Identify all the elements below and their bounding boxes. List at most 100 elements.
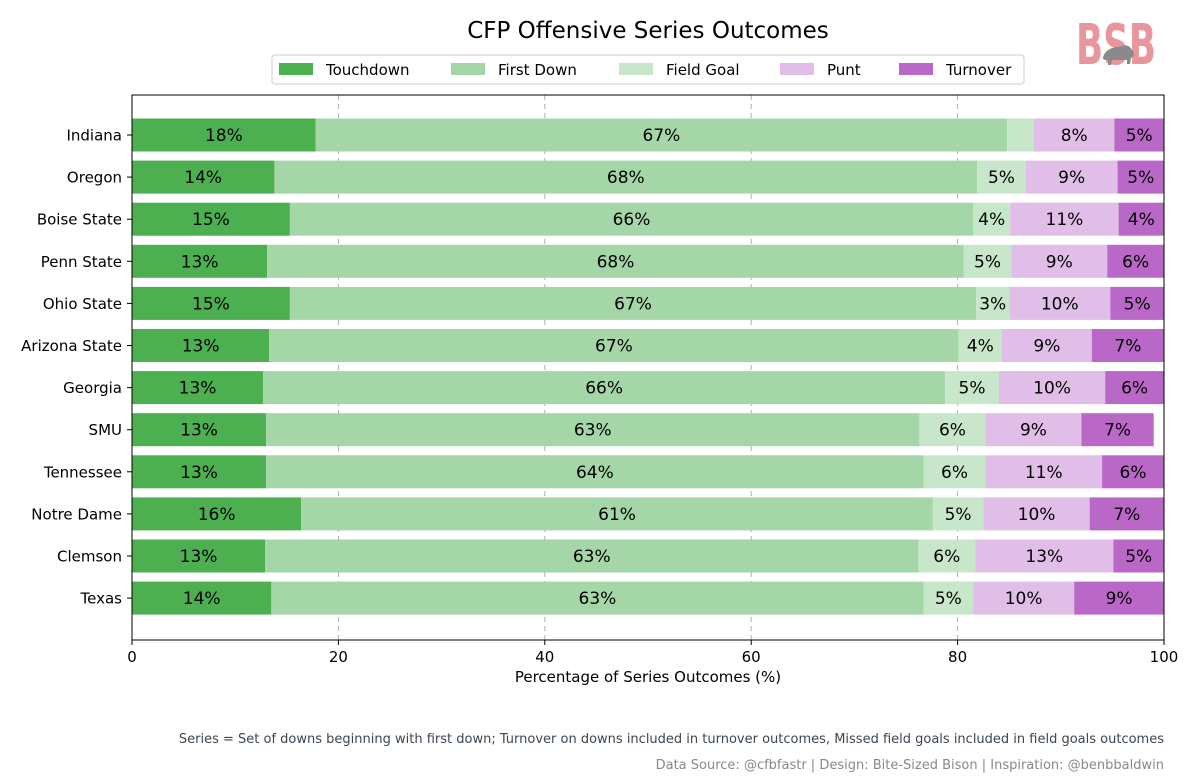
bar-label-arizona-state-punt: 9% bbox=[1033, 337, 1060, 357]
bar-label-oregon-punt: 9% bbox=[1058, 168, 1085, 188]
bar-label-tennessee-field-goal: 6% bbox=[941, 463, 968, 483]
y-tick-label-notre-dame: Notre Dame bbox=[31, 505, 122, 523]
x-tick-label-60: 60 bbox=[742, 648, 761, 666]
y-tick-label-clemson: Clemson bbox=[57, 548, 122, 566]
bar-clemson-touchdown bbox=[132, 539, 266, 573]
chart-title: CFP Offensive Series Outcomes bbox=[467, 18, 829, 44]
bar-label-ohio-state-touchdown: 15% bbox=[192, 294, 230, 314]
x-tick-label-20: 20 bbox=[329, 648, 348, 666]
bar-label-smu-first-down: 63% bbox=[574, 421, 612, 441]
bar-smu-turnover bbox=[1081, 413, 1154, 447]
bar-boise-state-field-goal bbox=[973, 202, 1011, 236]
bar-smu-punt bbox=[985, 413, 1082, 447]
bar-label-arizona-state-turnover: 7% bbox=[1114, 337, 1141, 357]
bar-label-boise-state-turnover: 4% bbox=[1128, 210, 1155, 230]
bar-clemson-field-goal bbox=[918, 539, 976, 573]
bar-label-indiana-turnover: 5% bbox=[1126, 126, 1153, 146]
legend-label-first-down: First Down bbox=[498, 61, 577, 79]
bar-indiana-field-goal bbox=[1007, 118, 1034, 152]
bar-texas-first-down bbox=[271, 581, 924, 615]
y-tick-label-tennessee: Tennessee bbox=[43, 463, 122, 481]
logo-text: BSB bbox=[1076, 13, 1156, 78]
plot-frame bbox=[131, 94, 1165, 641]
bar-label-penn-state-field-goal: 5% bbox=[974, 252, 1001, 272]
bar-label-georgia-field-goal: 5% bbox=[959, 379, 986, 399]
bar-indiana-turnover bbox=[1114, 118, 1164, 152]
bar-tennessee-field-goal bbox=[923, 455, 986, 489]
bar-clemson-first-down bbox=[265, 539, 919, 573]
bison-icon bbox=[1103, 45, 1134, 65]
bar-label-texas-field-goal: 5% bbox=[935, 589, 962, 609]
bar-oregon-punt bbox=[1025, 160, 1118, 194]
legend-swatch-field-goal bbox=[619, 63, 653, 75]
bar-arizona-state-touchdown bbox=[132, 329, 270, 362]
bar-arizona-state-first-down bbox=[269, 329, 959, 362]
bar-label-clemson-field-goal: 6% bbox=[933, 547, 960, 567]
bar-label-tennessee-touchdown: 13% bbox=[180, 463, 218, 483]
bar-clemson-punt bbox=[975, 539, 1114, 573]
legend-swatch-punt bbox=[780, 63, 814, 75]
x-tick-labels: 0 20 40 60 80 100 bbox=[127, 640, 1178, 666]
y-tick-label-penn-state: Penn State bbox=[41, 253, 122, 271]
bar-notre-dame-touchdown bbox=[132, 497, 302, 531]
bar-label-georgia-turnover: 6% bbox=[1121, 379, 1148, 399]
bar-label-penn-state-touchdown: 13% bbox=[181, 252, 219, 272]
legend-label-field-goal: Field Goal bbox=[666, 61, 740, 79]
bar-labels: 18% 67% 8% 5% 14% 68% 5% 9% 5% 15% 66% 4% 11% 4% 13% 68… bbox=[179, 126, 1155, 609]
bar-label-clemson-touchdown: 13% bbox=[180, 547, 218, 567]
source-credit: Data Source: @cfbfastr | Design: Bite-Si… bbox=[655, 758, 1164, 773]
bar-label-indiana-touchdown: 18% bbox=[205, 126, 243, 146]
legend-label-touchdown: Touchdown bbox=[325, 61, 410, 79]
y-tick-label-arizona-state: Arizona State bbox=[21, 337, 122, 355]
bar-georgia-punt bbox=[998, 371, 1106, 405]
legend-swatch-turnover bbox=[899, 63, 933, 75]
bar-georgia-first-down bbox=[263, 371, 946, 405]
bar-oregon-touchdown bbox=[132, 160, 275, 194]
bar-label-arizona-state-field-goal: 4% bbox=[967, 337, 994, 357]
bar-label-georgia-first-down: 66% bbox=[585, 379, 623, 399]
legend: Touchdown First Down Field Goal Punt Turnove… bbox=[271, 54, 1025, 85]
y-tick-label-ohio-state: Ohio State bbox=[43, 295, 122, 313]
bar-tennessee-turnover bbox=[1102, 455, 1164, 489]
legend-swatch-touchdown bbox=[279, 63, 313, 75]
bar-boise-state-first-down bbox=[289, 202, 974, 236]
bar-label-texas-turnover: 9% bbox=[1106, 589, 1133, 609]
bar-notre-dame-first-down bbox=[301, 497, 933, 531]
bar-penn-state-field-goal bbox=[963, 244, 1012, 278]
bar-label-oregon-turnover: 5% bbox=[1127, 168, 1154, 188]
bar-label-oregon-touchdown: 14% bbox=[184, 168, 222, 188]
bar-smu-first-down bbox=[266, 413, 920, 447]
bar-label-notre-dame-turnover: 7% bbox=[1113, 505, 1140, 525]
bar-notre-dame-turnover bbox=[1089, 497, 1164, 531]
legend-label-punt: Punt bbox=[827, 61, 861, 79]
bar-oregon-turnover bbox=[1117, 160, 1164, 194]
bar-texas-turnover bbox=[1074, 581, 1164, 615]
x-tick-label-0: 0 bbox=[127, 648, 137, 666]
bar-indiana-punt bbox=[1033, 118, 1115, 152]
bar-label-texas-first-down: 63% bbox=[579, 589, 617, 609]
bar-label-arizona-state-touchdown: 13% bbox=[182, 337, 220, 357]
y-tick-label-oregon: Oregon bbox=[67, 169, 122, 187]
bar-boise-state-turnover bbox=[1118, 202, 1164, 236]
bar-label-boise-state-field-goal: 4% bbox=[978, 210, 1005, 230]
bar-label-tennessee-turnover: 6% bbox=[1120, 463, 1147, 483]
bar-tennessee-punt bbox=[985, 455, 1103, 489]
bar-segments bbox=[132, 118, 1164, 615]
bar-label-penn-state-turnover: 6% bbox=[1122, 252, 1149, 272]
bar-texas-punt bbox=[973, 581, 1075, 615]
bar-arizona-state-turnover bbox=[1091, 329, 1164, 362]
bar-label-clemson-first-down: 63% bbox=[573, 547, 611, 567]
bar-label-arizona-state-first-down: 67% bbox=[595, 337, 633, 357]
bar-label-oregon-field-goal: 5% bbox=[988, 168, 1015, 188]
y-tick-label-texas: Texas bbox=[80, 590, 123, 608]
bar-label-georgia-touchdown: 13% bbox=[179, 379, 217, 399]
bar-ohio-state-field-goal bbox=[976, 286, 1010, 320]
bar-label-ohio-state-turnover: 5% bbox=[1124, 294, 1151, 314]
bar-label-georgia-punt: 10% bbox=[1033, 379, 1071, 399]
bar-georgia-turnover bbox=[1105, 371, 1164, 405]
bar-label-boise-state-touchdown: 15% bbox=[192, 210, 230, 230]
bar-label-oregon-first-down: 68% bbox=[607, 168, 645, 188]
bar-ohio-state-first-down bbox=[289, 286, 977, 320]
bar-label-texas-punt: 10% bbox=[1005, 589, 1043, 609]
bar-label-smu-turnover: 7% bbox=[1104, 421, 1131, 441]
